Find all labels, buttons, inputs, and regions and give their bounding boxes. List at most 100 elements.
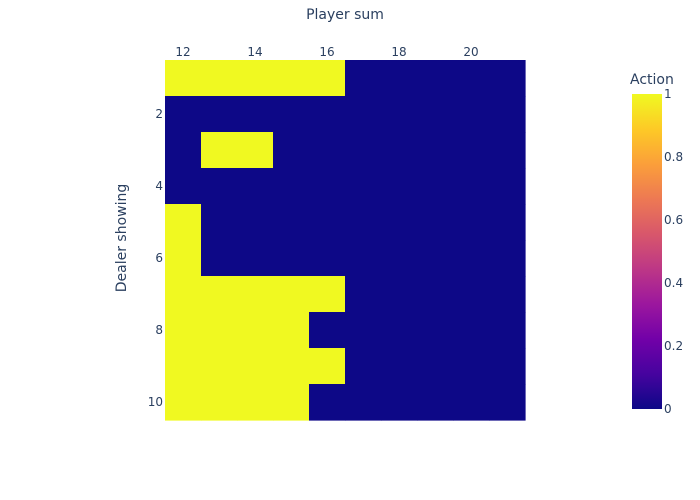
heatmap-cell bbox=[489, 132, 526, 169]
heatmap-cell bbox=[309, 276, 346, 313]
colorbar-tick-label: 0.8 bbox=[664, 150, 683, 164]
heatmap-cell bbox=[453, 384, 490, 421]
heatmap-cell bbox=[381, 384, 418, 421]
heatmap-cell bbox=[237, 384, 274, 421]
heatmap-cell bbox=[345, 240, 382, 277]
heatmap-cell bbox=[453, 348, 490, 385]
heatmap-cell bbox=[417, 348, 454, 385]
heatmap-cell bbox=[309, 384, 346, 421]
colorbar-tick-label: 0.2 bbox=[664, 339, 683, 353]
colorbar-ticks: 0 0.2 0.4 0.6 0.8 1 bbox=[664, 87, 683, 416]
heatmap-cell bbox=[309, 96, 346, 133]
y-tick-label: 2 bbox=[155, 107, 163, 121]
heatmap-cell bbox=[273, 96, 310, 133]
y-tick-label: 8 bbox=[155, 323, 163, 337]
heatmap-cell bbox=[417, 276, 454, 313]
heatmap-cell bbox=[165, 168, 202, 205]
heatmap-cell bbox=[345, 168, 382, 205]
heatmap-cell bbox=[309, 204, 346, 241]
heatmap-cell bbox=[201, 60, 238, 97]
colorbar-title: Action bbox=[630, 72, 674, 88]
heatmap-cell bbox=[273, 348, 310, 385]
heatmap-cell bbox=[273, 276, 310, 313]
colorbar-tick-label: 1 bbox=[664, 87, 672, 101]
heatmap-cell bbox=[453, 240, 490, 277]
heatmap-cell bbox=[345, 276, 382, 313]
heatmap-cell bbox=[309, 132, 346, 169]
heatmap-cell bbox=[165, 96, 202, 133]
heatmap-cell bbox=[381, 168, 418, 205]
heatmap-cell bbox=[489, 384, 526, 421]
heatmap-cell bbox=[345, 384, 382, 421]
heatmap-cell bbox=[273, 132, 310, 169]
heatmap-cell bbox=[237, 348, 274, 385]
heatmap-cell bbox=[489, 96, 526, 133]
y-axis-title: Dealer showing bbox=[114, 184, 130, 293]
heatmap-cell bbox=[417, 168, 454, 205]
heatmap-cell bbox=[453, 168, 490, 205]
heatmap-cell bbox=[237, 168, 274, 205]
heatmap-cell bbox=[381, 276, 418, 313]
heatmap-cell bbox=[345, 348, 382, 385]
heatmap-cell bbox=[273, 384, 310, 421]
heatmap-cell bbox=[165, 276, 202, 313]
heatmap-cell bbox=[345, 60, 382, 97]
heatmap-cell bbox=[381, 348, 418, 385]
heatmap-cell bbox=[273, 168, 310, 205]
heatmap-cell bbox=[417, 132, 454, 169]
heatmap-cell bbox=[201, 132, 238, 169]
heatmap-cell bbox=[417, 312, 454, 349]
heatmap-cell bbox=[273, 312, 310, 349]
heatmap-cell bbox=[273, 204, 310, 241]
heatmap-cell bbox=[417, 204, 454, 241]
heatmap-cell bbox=[309, 60, 346, 97]
heatmap-cell bbox=[381, 240, 418, 277]
y-axis-ticks: 2 4 6 8 10 bbox=[148, 107, 163, 409]
colorbar-tick-label: 0.4 bbox=[664, 276, 683, 290]
colorbar bbox=[632, 94, 662, 409]
y-tick-label: 6 bbox=[155, 251, 163, 265]
heatmap-cell bbox=[345, 204, 382, 241]
heatmap-cell bbox=[237, 132, 274, 169]
heatmap-cell bbox=[165, 348, 202, 385]
heatmap-cell bbox=[453, 60, 490, 97]
heatmap-cell bbox=[453, 132, 490, 169]
heatmap-cell bbox=[201, 312, 238, 349]
heatmap-cell bbox=[165, 384, 202, 421]
heatmap-cell bbox=[201, 384, 238, 421]
heatmap-cell bbox=[489, 240, 526, 277]
heatmap-cell bbox=[309, 348, 346, 385]
heatmap-cell bbox=[201, 96, 238, 133]
heatmap-cell bbox=[345, 312, 382, 349]
heatmap-cell bbox=[273, 60, 310, 97]
colorbar-tick-label: 0 bbox=[664, 402, 672, 416]
heatmap-cell bbox=[237, 240, 274, 277]
heatmap-cell bbox=[309, 240, 346, 277]
heatmap-cells bbox=[165, 60, 526, 421]
heatmap-cell bbox=[309, 168, 346, 205]
heatmap-cell bbox=[237, 312, 274, 349]
heatmap-cell bbox=[201, 276, 238, 313]
heatmap-cell bbox=[453, 204, 490, 241]
heatmap-cell bbox=[345, 96, 382, 133]
heatmap-cell bbox=[381, 96, 418, 133]
heatmap-cell bbox=[165, 132, 202, 169]
heatmap-cell bbox=[237, 276, 274, 313]
heatmap-cell bbox=[273, 240, 310, 277]
heatmap-cell bbox=[201, 240, 238, 277]
heatmap-cell bbox=[201, 204, 238, 241]
heatmap-cell bbox=[417, 384, 454, 421]
heatmap-cell bbox=[489, 204, 526, 241]
heatmap-cell bbox=[453, 96, 490, 133]
heatmap-cell bbox=[489, 276, 526, 313]
heatmap-cell bbox=[237, 204, 274, 241]
heatmap-cell bbox=[453, 312, 490, 349]
heatmap-cell bbox=[381, 204, 418, 241]
x-tick-label: 16 bbox=[319, 45, 334, 59]
heatmap-cell bbox=[417, 60, 454, 97]
heatmap-cell bbox=[417, 96, 454, 133]
heatmap-cell bbox=[201, 168, 238, 205]
heatmap-cell bbox=[489, 60, 526, 97]
heatmap-cell bbox=[489, 168, 526, 205]
heatmap-cell bbox=[417, 240, 454, 277]
